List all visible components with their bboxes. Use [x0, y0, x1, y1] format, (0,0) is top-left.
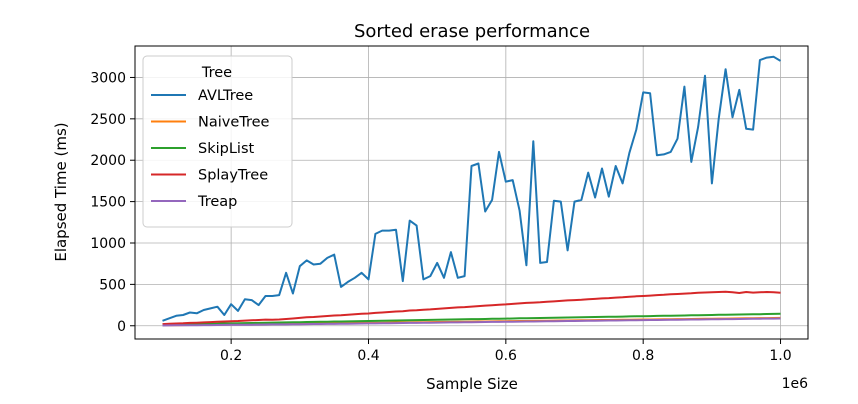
y-tick-label: 2500 — [90, 112, 126, 128]
legend-label-splaytree: SplayTree — [198, 168, 268, 184]
legend-label-skiplist: SkipList — [198, 141, 254, 157]
series-group — [162, 55, 782, 327]
y-tick-label: 1000 — [90, 236, 126, 252]
y-tick-label: 500 — [99, 277, 126, 293]
y-tick-label: 3000 — [90, 70, 126, 86]
x-offset-label: 1e6 — [782, 376, 809, 392]
y-axis-label: Elapsed Time (ms) — [52, 122, 70, 261]
series-line-splaytree — [162, 290, 781, 326]
x-tick-label: 0.6 — [495, 348, 517, 364]
legend-label-treap: Treap — [197, 194, 237, 210]
x-tick-label: 0.2 — [220, 348, 242, 364]
legend-box — [142, 55, 293, 228]
x-tick-label: 0.4 — [357, 348, 379, 364]
series-line-treap — [162, 317, 781, 327]
ticks: 0.2 0.4 0.6 0.8 1.0 0 500 1000 1500 2000 2500 3000 — [90, 70, 791, 364]
y-tick-label: 0 — [117, 319, 126, 335]
legend: Tree AVLTree NaiveTree SkipList SplayTree Tr… — [142, 55, 293, 228]
legend-label-avltree: AVLTree — [198, 88, 253, 104]
x-tick-label: 0.8 — [632, 348, 654, 364]
x-axis-label: Sample Size — [426, 375, 518, 393]
legend-label-naivetree: NaiveTree — [198, 115, 270, 131]
y-tick-label: 1500 — [90, 195, 126, 211]
series-line-avltree — [162, 55, 782, 322]
chart-title: Sorted erase performance — [354, 21, 590, 42]
plot-frame — [134, 45, 809, 340]
y-tick-label: 2000 — [90, 153, 126, 169]
series-line-skiplist — [162, 312, 781, 326]
x-tick-label: 1.0 — [769, 348, 791, 364]
legend-title: Tree — [201, 65, 232, 81]
